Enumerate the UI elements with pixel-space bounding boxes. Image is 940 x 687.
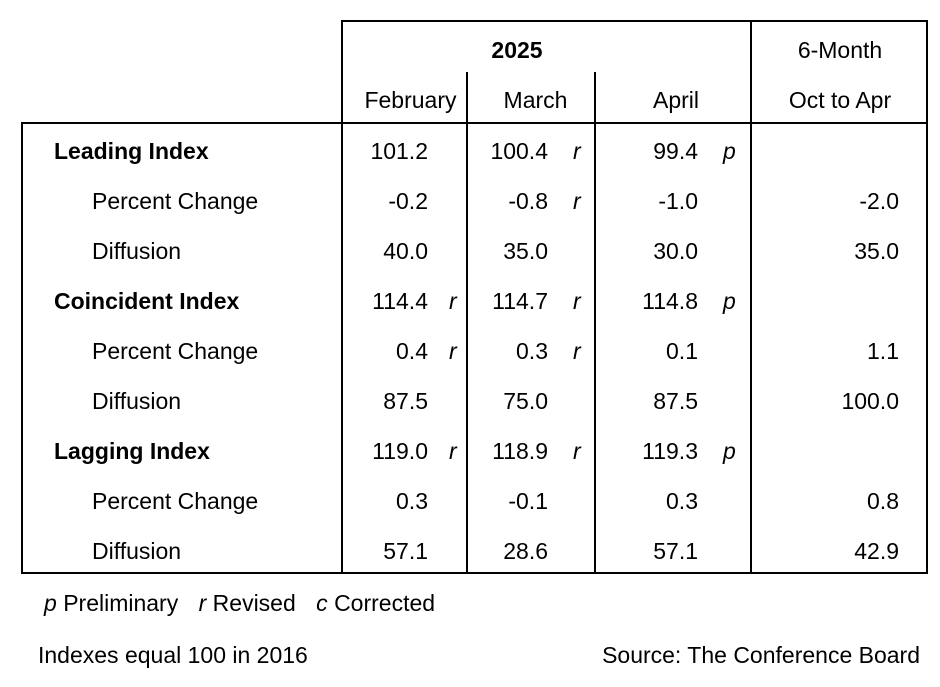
header-month-april: April (653, 87, 700, 113)
base-note: Indexes equal 100 in 2016 (38, 642, 308, 668)
summary-divider (750, 20, 752, 574)
body-left-border (21, 122, 23, 574)
cell-feb: 101.2 (370, 138, 428, 164)
header-year: 2025 (491, 37, 543, 63)
row-label: Diffusion (92, 238, 182, 264)
legend-r-symbol: r (198, 590, 207, 616)
legend-c-symbol: c (316, 590, 328, 616)
cell-mar: 114.7 (492, 288, 548, 314)
row-label: Coincident Index (54, 288, 240, 314)
cell-feb: 0.3 (396, 488, 428, 514)
legend-p-symbol: p (44, 590, 57, 616)
cell-mar: -0.8 (508, 188, 548, 214)
cell-apr: 87.5 (653, 388, 698, 414)
row-label: Percent Change (92, 488, 259, 514)
cell-apr: 119.3 (642, 438, 698, 464)
cell-six-month: 1.1 (867, 338, 899, 364)
header-left-border (341, 20, 343, 574)
legend: p Preliminary r Revised c Corrected (44, 590, 435, 616)
flag-mar: r (573, 338, 581, 364)
cell-mar: 35.0 (503, 238, 548, 264)
cell-mar: 118.9 (492, 438, 548, 464)
cell-six-month: 35.0 (854, 238, 899, 264)
legend-r-text: Revised (212, 590, 296, 616)
cell-six-month: 42.9 (854, 538, 899, 564)
cell-feb: 40.0 (383, 238, 428, 264)
header-summary-title: 6-Month (797, 37, 883, 63)
row-label: Percent Change (92, 188, 259, 214)
row-label: Percent Change (92, 338, 259, 364)
flag-apr: p (723, 288, 736, 314)
flag-feb: r (449, 338, 457, 364)
header-month-february: February (364, 87, 457, 113)
cell-mar: 0.3 (516, 338, 548, 364)
body-bottom-border (21, 572, 928, 574)
cell-six-month: 100.0 (841, 388, 899, 414)
cell-apr: 57.1 (653, 538, 698, 564)
flag-apr: p (723, 138, 736, 164)
legend-p-text: Preliminary (63, 590, 179, 616)
cell-apr: 114.8 (642, 288, 698, 314)
cell-apr: 0.1 (666, 338, 698, 364)
legend-c-text: Corrected (334, 590, 436, 616)
row-label: Leading Index (54, 138, 209, 164)
body-top-border (21, 122, 928, 124)
cell-mar: 100.4 (490, 138, 548, 164)
row-label: Lagging Index (54, 438, 210, 464)
flag-apr: p (723, 438, 736, 464)
header-top-border (341, 20, 928, 22)
header-month-march: March (503, 87, 568, 113)
cell-feb: -0.2 (388, 188, 428, 214)
cell-mar: 75.0 (503, 388, 548, 414)
mar-divider (594, 72, 596, 574)
cell-feb: 119.0 (372, 438, 428, 464)
feb-divider (466, 72, 468, 574)
cell-feb: 57.1 (383, 538, 428, 564)
cell-apr: 30.0 (653, 238, 698, 264)
cell-apr: 99.4 (653, 138, 698, 164)
flag-mar: r (573, 438, 581, 464)
cell-mar: -0.1 (508, 488, 548, 514)
header-right-border (926, 20, 928, 574)
row-label: Diffusion (92, 538, 182, 564)
flag-mar: r (573, 288, 581, 314)
flag-feb: r (449, 438, 457, 464)
cell-mar: 28.6 (503, 538, 548, 564)
cell-six-month: 0.8 (867, 488, 899, 514)
cell-six-month: -2.0 (859, 188, 899, 214)
header-summary-period: Oct to Apr (788, 87, 892, 113)
flag-feb: r (449, 288, 457, 314)
row-label: Diffusion (92, 388, 182, 414)
cell-apr: -1.0 (658, 188, 698, 214)
source-note: Source: The Conference Board (602, 642, 920, 668)
flag-mar: r (573, 188, 581, 214)
flag-mar: r (573, 138, 581, 164)
cell-apr: 0.3 (666, 488, 698, 514)
cell-feb: 0.4 (396, 338, 428, 364)
cell-feb: 87.5 (383, 388, 428, 414)
cell-feb: 114.4 (372, 288, 428, 314)
